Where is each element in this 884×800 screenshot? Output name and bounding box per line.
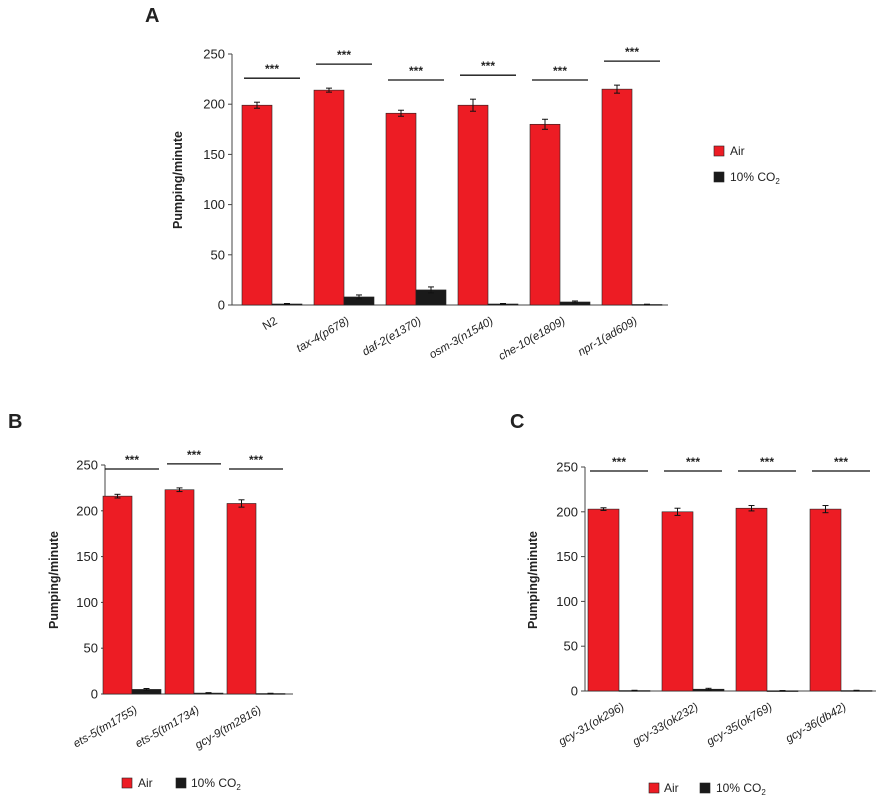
- y-tick-label: 250: [203, 47, 225, 62]
- x-category-label: osm-3(n1540): [427, 315, 495, 361]
- significance-label: ***: [686, 455, 700, 469]
- panel-c-letter: C: [510, 411, 524, 433]
- x-category-label: gcy-35(ok769): [705, 701, 775, 748]
- chart-panel-a: 0 50 100 150 200 250 Pumping/minute *** N2 *** tax…: [171, 45, 668, 363]
- x-category-label: gcy-9(tm2816): [193, 704, 263, 752]
- bar-air: [809, 508, 842, 692]
- bar-air: [529, 123, 561, 306]
- legend-c-air-swatch: [648, 782, 660, 794]
- y-axis-label: Pumping/minute: [47, 531, 61, 629]
- bar-air: [587, 508, 620, 692]
- y-axis-label: Pumping/minute: [526, 531, 540, 629]
- y-tick-label: 150: [556, 549, 578, 564]
- y-tick-label: 100: [556, 594, 578, 609]
- legend-c-co2-swatch: [699, 782, 711, 794]
- y-tick-label: 0: [91, 687, 98, 702]
- x-category-label: ets-5(tm1734): [133, 704, 201, 750]
- y-tick-label: 200: [76, 503, 98, 518]
- legend-panel-c: Air 10% CO2: [648, 781, 766, 797]
- bar-air: [102, 495, 133, 695]
- panel-a-letter: A: [145, 5, 159, 27]
- chart-panel-b: 0 50 100 150 200 250 Pumping/minute *** ets-5(tm…: [47, 448, 293, 752]
- bar-air: [385, 112, 417, 306]
- y-tick-label: 200: [556, 504, 578, 519]
- legend-b-co2-label: 10% CO2: [191, 776, 241, 792]
- x-category-label: daf-2(e1370): [360, 315, 423, 358]
- x-category-label: tax-4(p678): [295, 315, 352, 355]
- bar-air: [241, 104, 273, 306]
- significance-label: ***: [553, 64, 567, 78]
- legend-a-air-label: Air: [730, 144, 745, 158]
- bar-air: [601, 88, 633, 306]
- y-tick-label: 100: [203, 197, 225, 212]
- bar-air: [735, 507, 768, 692]
- legend-panel-b: Air 10% CO2: [121, 776, 241, 792]
- significance-label: ***: [125, 453, 139, 467]
- bar-air: [313, 89, 345, 306]
- x-category-label: N2: [261, 315, 280, 333]
- legend-a-co2-label: 10% CO2: [730, 170, 780, 186]
- y-tick-label: 250: [556, 460, 578, 475]
- bar-air: [661, 511, 694, 692]
- significance-label: ***: [612, 455, 626, 469]
- y-tick-label: 150: [203, 147, 225, 162]
- y-axis-label: Pumping/minute: [171, 131, 185, 229]
- x-category-label: gcy-33(ok232): [631, 701, 701, 748]
- legend-b-air-swatch: [121, 777, 133, 789]
- bar-air: [457, 104, 489, 306]
- significance-label: ***: [625, 45, 639, 59]
- significance-label: ***: [760, 455, 774, 469]
- legend-panel-a: Air 10% CO2: [713, 144, 780, 186]
- y-tick-label: 200: [203, 97, 225, 112]
- x-category-label: gcy-31(ok296): [557, 701, 627, 748]
- panel-b-letter: B: [8, 411, 22, 433]
- bar-air: [226, 503, 257, 695]
- legend-a-air-swatch: [713, 145, 725, 157]
- y-tick-label: 0: [218, 298, 225, 313]
- legend-a-co2-swatch: [713, 171, 725, 183]
- y-tick-label: 100: [76, 595, 98, 610]
- significance-label: ***: [187, 448, 201, 462]
- x-category-label: gcy-36(db42): [784, 701, 849, 745]
- legend-c-air-label: Air: [664, 781, 679, 795]
- significance-label: ***: [337, 48, 351, 62]
- y-tick-label: 50: [564, 639, 578, 654]
- significance-label: ***: [249, 453, 263, 467]
- legend-b-co2-swatch: [175, 777, 187, 789]
- significance-label: ***: [834, 455, 848, 469]
- chart-panel-c: 0 50 100 150 200 250 Pumping/minute *** gcy-31(o…: [526, 455, 876, 748]
- x-category-label: ets-5(tm1755): [71, 704, 139, 750]
- y-tick-label: 0: [571, 684, 578, 699]
- legend-c-co2-label: 10% CO2: [716, 781, 766, 797]
- y-tick-label: 250: [76, 458, 98, 473]
- x-category-label: npr-1(ad609): [576, 315, 640, 359]
- y-tick-label: 150: [76, 549, 98, 564]
- significance-label: ***: [409, 64, 423, 78]
- significance-label: ***: [265, 62, 279, 76]
- y-tick-label: 50: [211, 247, 225, 262]
- significance-label: ***: [481, 59, 495, 73]
- bar-air: [164, 489, 195, 695]
- legend-b-air-label: Air: [138, 776, 153, 790]
- x-category-label: che-10(e1809): [497, 315, 568, 363]
- y-tick-label: 50: [84, 641, 98, 656]
